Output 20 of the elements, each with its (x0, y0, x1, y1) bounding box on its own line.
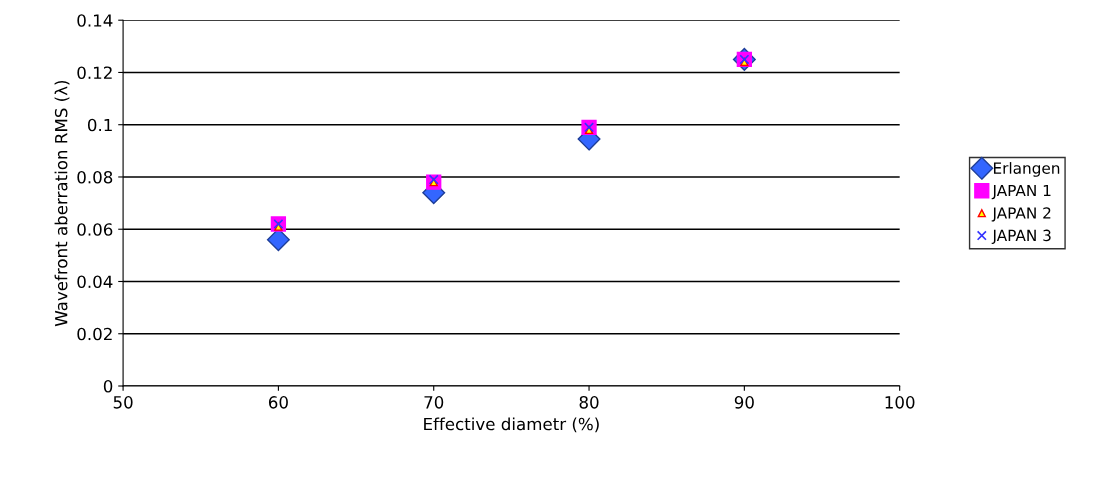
x-tick-label: 80 (579, 396, 599, 409)
x-axis-title: Effective diametr (%) (424, 417, 599, 433)
legend-label: JAPAN 2 (991, 207, 1051, 222)
y-tick-label: 0.04 (77, 275, 113, 289)
legend-label: JAPAN 3 (991, 229, 1051, 245)
y-tick-label: 0 (103, 379, 113, 393)
x-tick-label: 60 (268, 396, 288, 409)
x-tick-label: 70 (424, 396, 444, 409)
legend-label: Erlangen (993, 162, 1060, 177)
y-tick-label: 0.1 (87, 118, 112, 132)
x-tick-label: 100 (885, 396, 915, 409)
y-tick-label: 0.06 (77, 223, 113, 236)
y-tick-label: 0.12 (77, 66, 112, 80)
legend-label: JAPAN 1 (991, 184, 1051, 200)
y-tick-label: 0.14 (77, 14, 113, 27)
y-tick-label: 0.08 (77, 170, 113, 184)
y-axis-title: Wavefront aberration RMS (λ) (54, 80, 70, 327)
x-tick-label: 90 (734, 396, 754, 409)
x-tick-label: 50 (113, 396, 133, 409)
y-tick-label: 0.02 (77, 327, 112, 341)
